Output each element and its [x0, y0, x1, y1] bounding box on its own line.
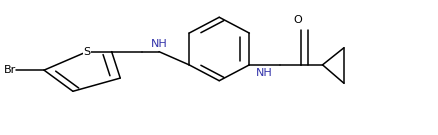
Text: NH: NH	[256, 68, 273, 77]
Text: O: O	[293, 15, 302, 25]
Text: Br: Br	[4, 65, 16, 75]
Text: NH: NH	[151, 39, 167, 49]
Text: S: S	[84, 47, 91, 57]
